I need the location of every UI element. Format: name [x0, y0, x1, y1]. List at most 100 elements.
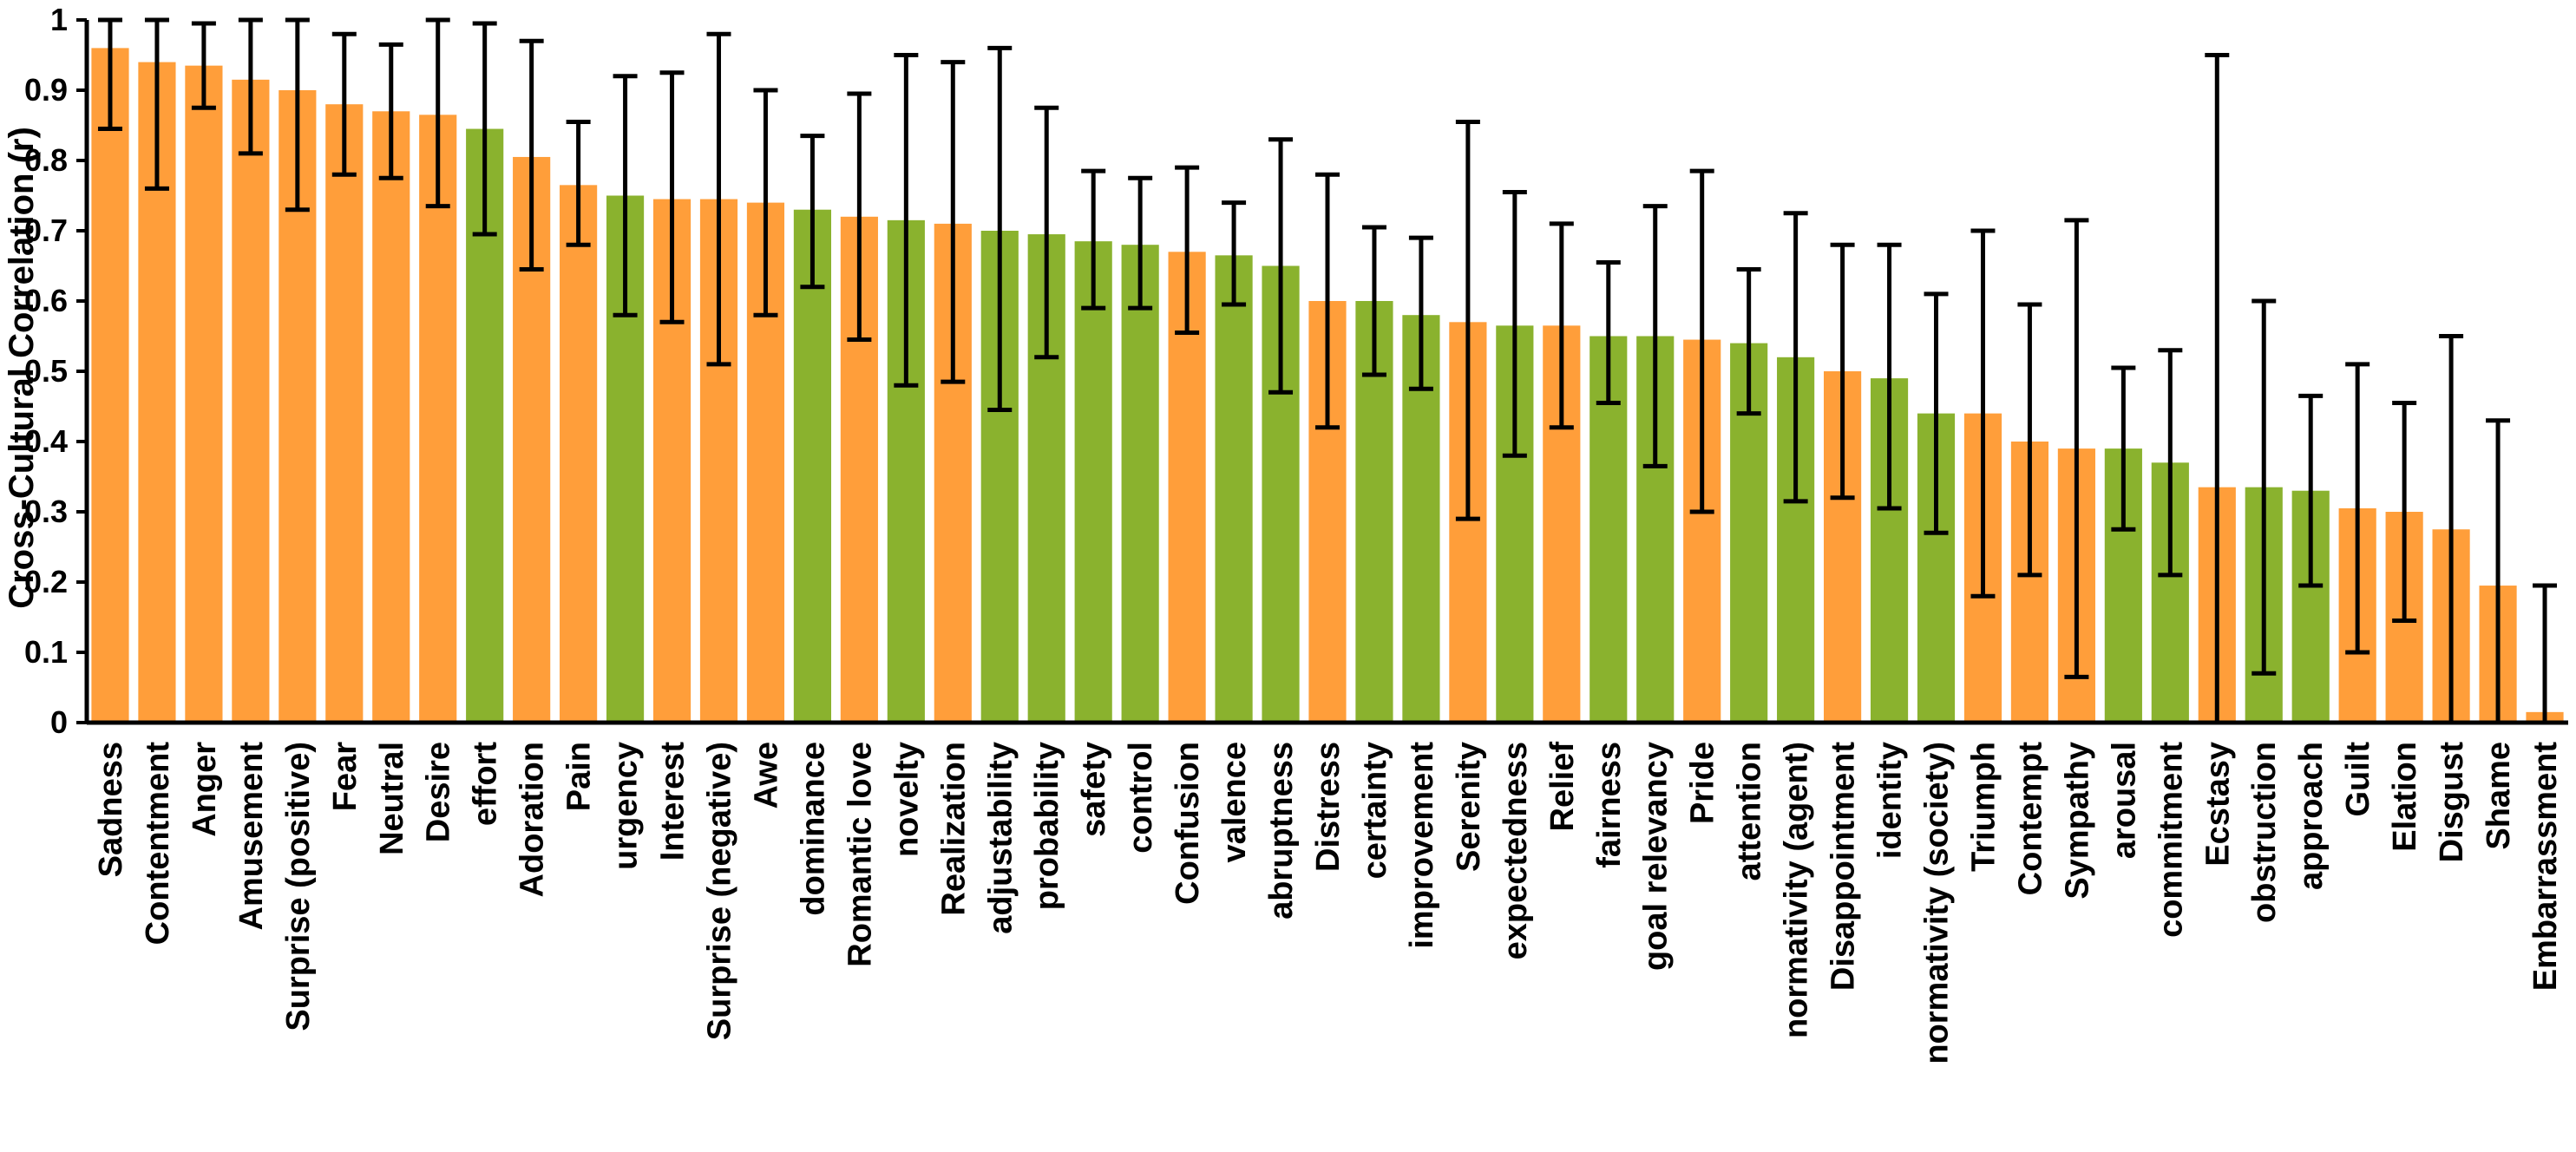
- bar: [1121, 245, 1159, 723]
- x-category-label: Anger: [187, 742, 223, 837]
- error-bar: [1877, 242, 1902, 511]
- y-tick-label: 0.4: [24, 423, 68, 459]
- x-category-label: Adoration: [515, 742, 551, 897]
- error-bar: [2158, 348, 2183, 578]
- error-bar: [1642, 204, 1668, 468]
- error-bar: [2017, 302, 2042, 578]
- error-bar: [1549, 221, 1574, 430]
- x-category-label: Surprise (negative): [701, 742, 737, 1040]
- error-bar: [706, 31, 731, 367]
- x-category-label: Elation: [2387, 742, 2423, 852]
- x-category-label: certainty: [1357, 742, 1393, 879]
- bar: [560, 185, 598, 723]
- bar: [91, 48, 129, 723]
- x-category-label: urgency: [608, 742, 645, 870]
- x-category-label: approach: [2293, 742, 2330, 890]
- bar: [372, 111, 410, 723]
- error-bar: [1455, 119, 1480, 521]
- error-bar: [425, 17, 450, 209]
- y-tick-label: 0.3: [24, 494, 68, 529]
- x-category-label: Distress: [1310, 742, 1347, 872]
- x-category-label: Relief: [1544, 742, 1581, 832]
- error-bars-layer: [97, 17, 2558, 725]
- error-bar: [847, 91, 872, 343]
- error-bar: [331, 31, 357, 177]
- y-tick-label: 0.2: [24, 564, 68, 599]
- x-category-label: expectedness: [1498, 742, 1534, 959]
- error-bar: [987, 45, 1013, 413]
- y-tick-label: 0.6: [24, 283, 68, 318]
- bar: [1215, 255, 1253, 723]
- y-tick-label: 0.7: [24, 213, 68, 248]
- error-bar: [238, 17, 263, 156]
- error-bar: [2064, 218, 2089, 679]
- x-category-label: goal relevancy: [1638, 742, 1675, 971]
- error-bar: [1736, 267, 1761, 416]
- error-bar: [1596, 259, 1621, 405]
- x-category-label: fairness: [1591, 742, 1628, 868]
- x-category-label: Interest: [655, 742, 692, 861]
- error-bar: [1924, 291, 1949, 535]
- x-category-label: Sympathy: [2059, 742, 2095, 900]
- error-bar: [1175, 165, 1200, 335]
- y-tick-label: 0.1: [24, 634, 68, 670]
- axes-layer: [76, 18, 2568, 725]
- x-category-label: Triumph: [1965, 742, 2002, 872]
- x-category-label: Neutral: [374, 742, 410, 855]
- error-bar: [566, 119, 591, 247]
- x-category-label: abruptness: [1263, 742, 1300, 920]
- x-category-label: Pride: [1685, 742, 1721, 824]
- x-category-label: Sadness: [93, 742, 129, 877]
- x-category-label: improvement: [1404, 742, 1440, 949]
- error-bar: [1970, 228, 1996, 599]
- x-category-label: normativity (agent): [1779, 742, 1815, 1038]
- error-bar: [2345, 362, 2370, 655]
- x-category-label: Realization: [935, 742, 972, 916]
- y-tick-label: 0.8: [24, 142, 68, 178]
- x-category-label: Contempt: [2012, 742, 2048, 896]
- bar: [793, 209, 831, 723]
- error-bar: [191, 21, 216, 110]
- error-bar: [1361, 225, 1386, 377]
- bar: [185, 65, 223, 723]
- x-category-label: normativity (society): [1919, 742, 1956, 1064]
- x-category-label: Amusement: [233, 742, 270, 931]
- x-category-label: Contentment: [140, 742, 176, 946]
- x-category-label: attention: [1732, 742, 1768, 880]
- error-bar: [1830, 242, 1855, 501]
- y-tick-label: 0.5: [24, 353, 68, 389]
- x-category-label: Disappointment: [1825, 742, 1862, 991]
- error-bar: [753, 88, 778, 317]
- error-bar: [1408, 235, 1433, 391]
- error-bar: [894, 53, 919, 388]
- error-bar: [1783, 211, 1808, 504]
- x-category-label: Desire: [421, 742, 457, 842]
- error-bar: [1502, 189, 1527, 458]
- error-bar: [659, 70, 685, 324]
- error-bar: [613, 74, 638, 317]
- y-tick-label: 0: [50, 704, 68, 740]
- error-bar: [2533, 583, 2558, 725]
- x-category-label: Surprise (positive): [280, 742, 317, 1031]
- error-bar: [2252, 298, 2277, 676]
- y-tick-labels: 0 0.1 0.2 0.3 0.4 0.5 0.6 0.7 0.8 0.9 1: [24, 2, 68, 740]
- x-category-label: Guilt: [2340, 742, 2376, 817]
- y-axis-title: Cross-Cultural Correlation (r): [3, 127, 41, 609]
- error-bar: [519, 38, 544, 272]
- x-category-label: obstruction: [2246, 742, 2283, 923]
- bar: [325, 104, 364, 723]
- x-category-label: Pain: [561, 742, 598, 811]
- error-bar: [1268, 137, 1294, 395]
- x-category-label: Serenity: [1451, 742, 1487, 872]
- x-category-label: Awe: [748, 742, 784, 808]
- x-category-label: probability: [1029, 742, 1065, 910]
- error-bar: [1034, 105, 1059, 360]
- error-bar: [2392, 400, 2417, 624]
- x-category-label: valence: [1216, 742, 1253, 862]
- x-category-label: adjustability: [982, 742, 1019, 934]
- x-category-label: Embarrassment: [2527, 742, 2564, 992]
- error-bar: [2298, 393, 2324, 588]
- x-category-label: Disgust: [2434, 742, 2470, 863]
- error-bar: [941, 60, 966, 384]
- error-bar: [378, 42, 403, 180]
